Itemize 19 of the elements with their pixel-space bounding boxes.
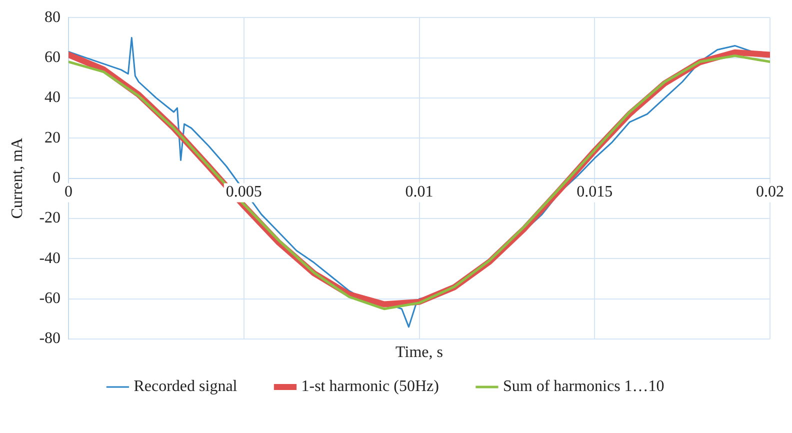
legend-label: Sum of harmonics 1…10 xyxy=(502,378,664,396)
x-tick-label: 0.02 xyxy=(756,184,784,201)
legend-label: 1-st harmonic (50Hz) xyxy=(301,378,439,396)
y-tick-label: 0 xyxy=(52,170,61,187)
x-tick-label: 0.015 xyxy=(576,184,613,201)
legend-label: Recorded signal xyxy=(134,378,238,396)
x-tick-label: 0.005 xyxy=(226,184,262,201)
y-tick-label: 20 xyxy=(44,129,61,146)
y-tick-label: 40 xyxy=(44,89,61,106)
y-tick-label: -40 xyxy=(39,250,61,267)
x-tick-label: 0.01 xyxy=(405,184,434,201)
y-tick-label: -60 xyxy=(39,290,61,308)
x-tick-label: 0 xyxy=(64,184,73,201)
x-axis-title: Time, s xyxy=(396,344,443,362)
y-tick-label: 80 xyxy=(44,8,61,26)
y-tick-label: -20 xyxy=(39,210,61,227)
y-tick-label: -80 xyxy=(39,330,61,348)
y-tick-label: 60 xyxy=(44,48,61,66)
y-axis-title: Current, mA xyxy=(8,137,26,219)
